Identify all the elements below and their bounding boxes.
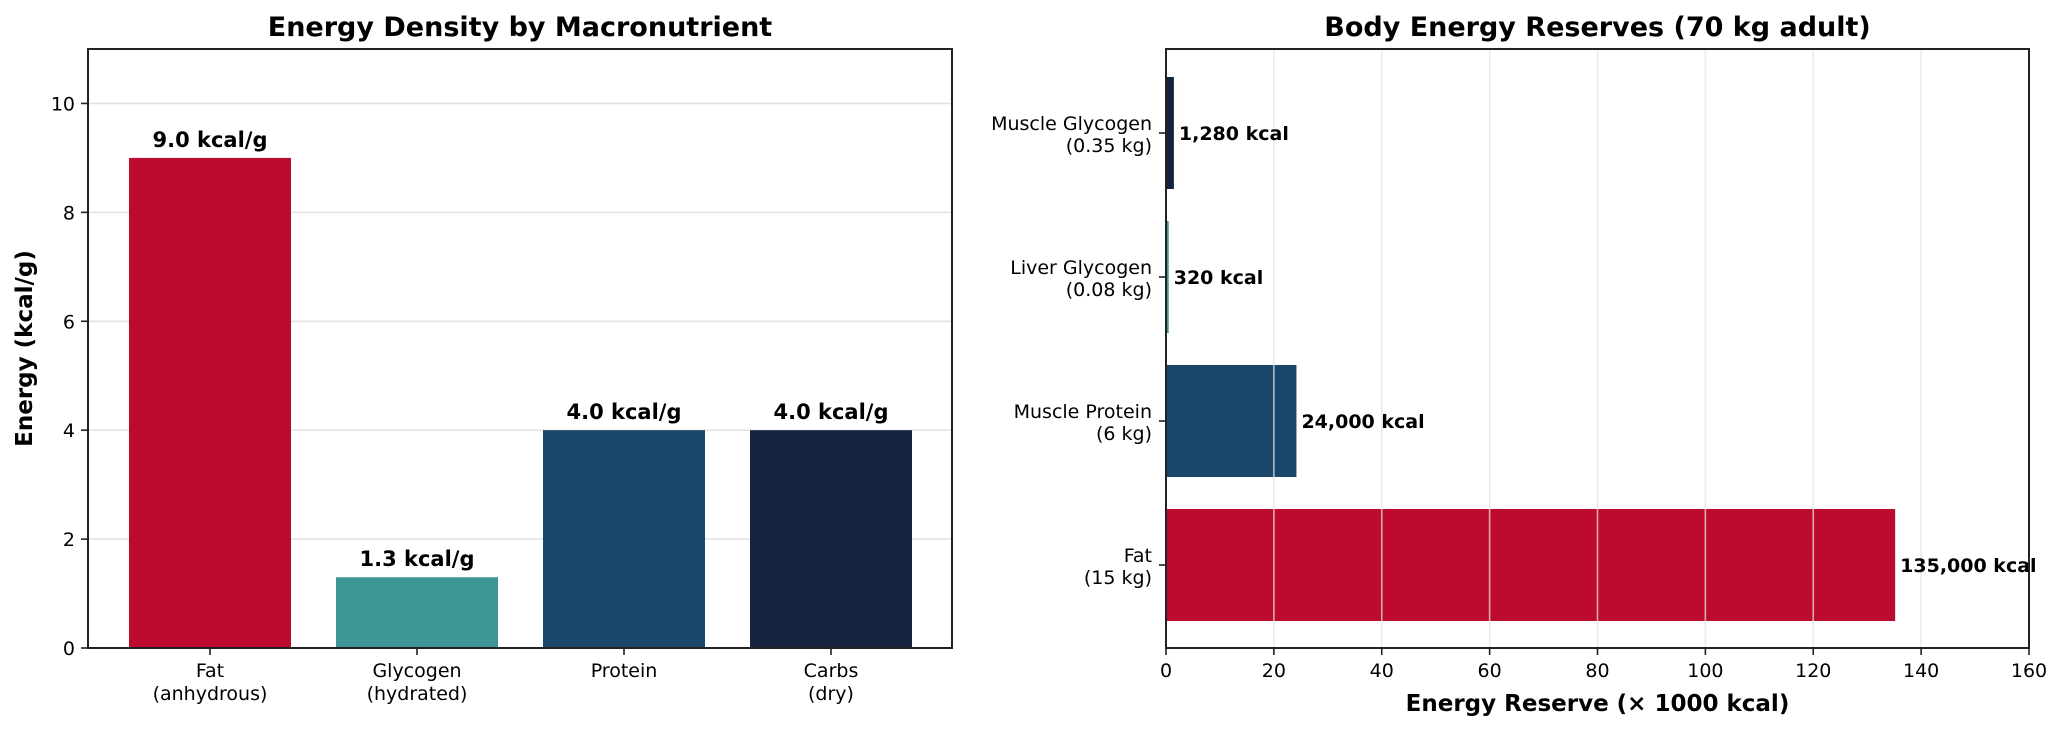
x-tick-label: 140 [1903,660,1939,682]
x-tick-label: 20 [1262,660,1286,682]
x-tick-label-line: Protein [591,660,658,682]
y-tick-label-line: (0.35 kg) [1066,135,1152,157]
x-tick-label: Fat (anhydrous) [153,660,268,705]
x-tick-label: 100 [1687,660,1723,682]
bar [750,430,912,648]
bar-value-label: 320 kcal [1174,267,1264,289]
axes-frame [1165,48,2030,649]
x-axis-label: Energy Reserve (× 1000 kcal) [1406,691,1790,717]
energy-reserves-chart: Body Energy Reserves (70 kg adult) 135,00… [991,12,2047,717]
y-tick-label-line: Liver Glycogen [1010,257,1152,279]
y-tick-label: 0 [63,638,75,660]
bar [1167,365,1297,477]
x-tick-label-line: Fat [196,660,224,682]
energy-density-chart: Energy Density by Macronutrient 9.0 kcal/… [12,12,953,705]
y-tick-label-line: Fat [1124,545,1152,567]
axes-frame [87,48,953,649]
bar-value-label: 24,000 kcal [1301,411,1424,433]
bar [336,577,498,648]
y-axis-label: Energy (kcal/g) [12,250,38,447]
x-tick-label: 60 [1478,660,1502,682]
y-tick-label-line: (6 kg) [1096,423,1152,445]
x-tick-label-line: Carbs [804,660,859,682]
y-tick-label: 2 [63,529,75,551]
x-tick-label-line: (anhydrous) [153,683,268,705]
x-tick-label: Protein [591,660,658,682]
bar-value-label: 1,280 kcal [1179,123,1289,145]
bar-value-label: 135,000 kcal [1900,555,2036,577]
x-tick-label: 40 [1370,660,1394,682]
bar [129,157,291,648]
y-tick-label: Muscle Glycogen (0.35 kg) [991,113,1152,157]
y-tick-label-line: Muscle Protein [1014,401,1152,423]
x-tick-label: 120 [1795,660,1831,682]
y-tick-label: Fat (15 kg) [1084,545,1152,589]
bar-value-label: 4.0 kcal/g [567,400,682,424]
y-tick-label-line: (15 kg) [1084,567,1152,589]
y-tick-label: 10 [51,93,75,115]
x-tick-label-line: (hydrated) [367,683,468,705]
x-tick-label: 0 [1160,660,1172,682]
y-tick-label: Liver Glycogen (0.08 kg) [1010,257,1152,301]
y-tick-label: 4 [63,420,75,442]
x-tick-label-line: (dry) [808,683,854,705]
bar-value-label: 4.0 kcal/g [774,400,889,424]
y-tick-label: 6 [63,311,75,333]
chart-title: Energy Density by Macronutrient [268,12,773,43]
bar [1167,77,1174,189]
x-tick-label: Carbs (dry) [804,660,859,705]
bar [543,430,705,648]
bar [1167,221,1169,333]
y-tick-label: Muscle Protein (6 kg) [1014,401,1152,445]
x-tick-label: Glycogen (hydrated) [367,660,468,705]
y-tick-label-line: Muscle Glycogen [991,113,1152,135]
bar-value-label: 9.0 kcal/g [153,128,268,152]
chart-title: Body Energy Reserves (70 kg adult) [1324,12,1871,43]
y-tick-label-line: (0.08 kg) [1066,279,1152,301]
bar [1167,509,1896,621]
y-tick-label: 8 [63,202,75,224]
x-tick-label: 160 [2011,660,2047,682]
x-tick-label-line: Glycogen [372,660,461,682]
bar-value-label: 1.3 kcal/g [360,547,475,571]
x-tick-label: 80 [1585,660,1609,682]
